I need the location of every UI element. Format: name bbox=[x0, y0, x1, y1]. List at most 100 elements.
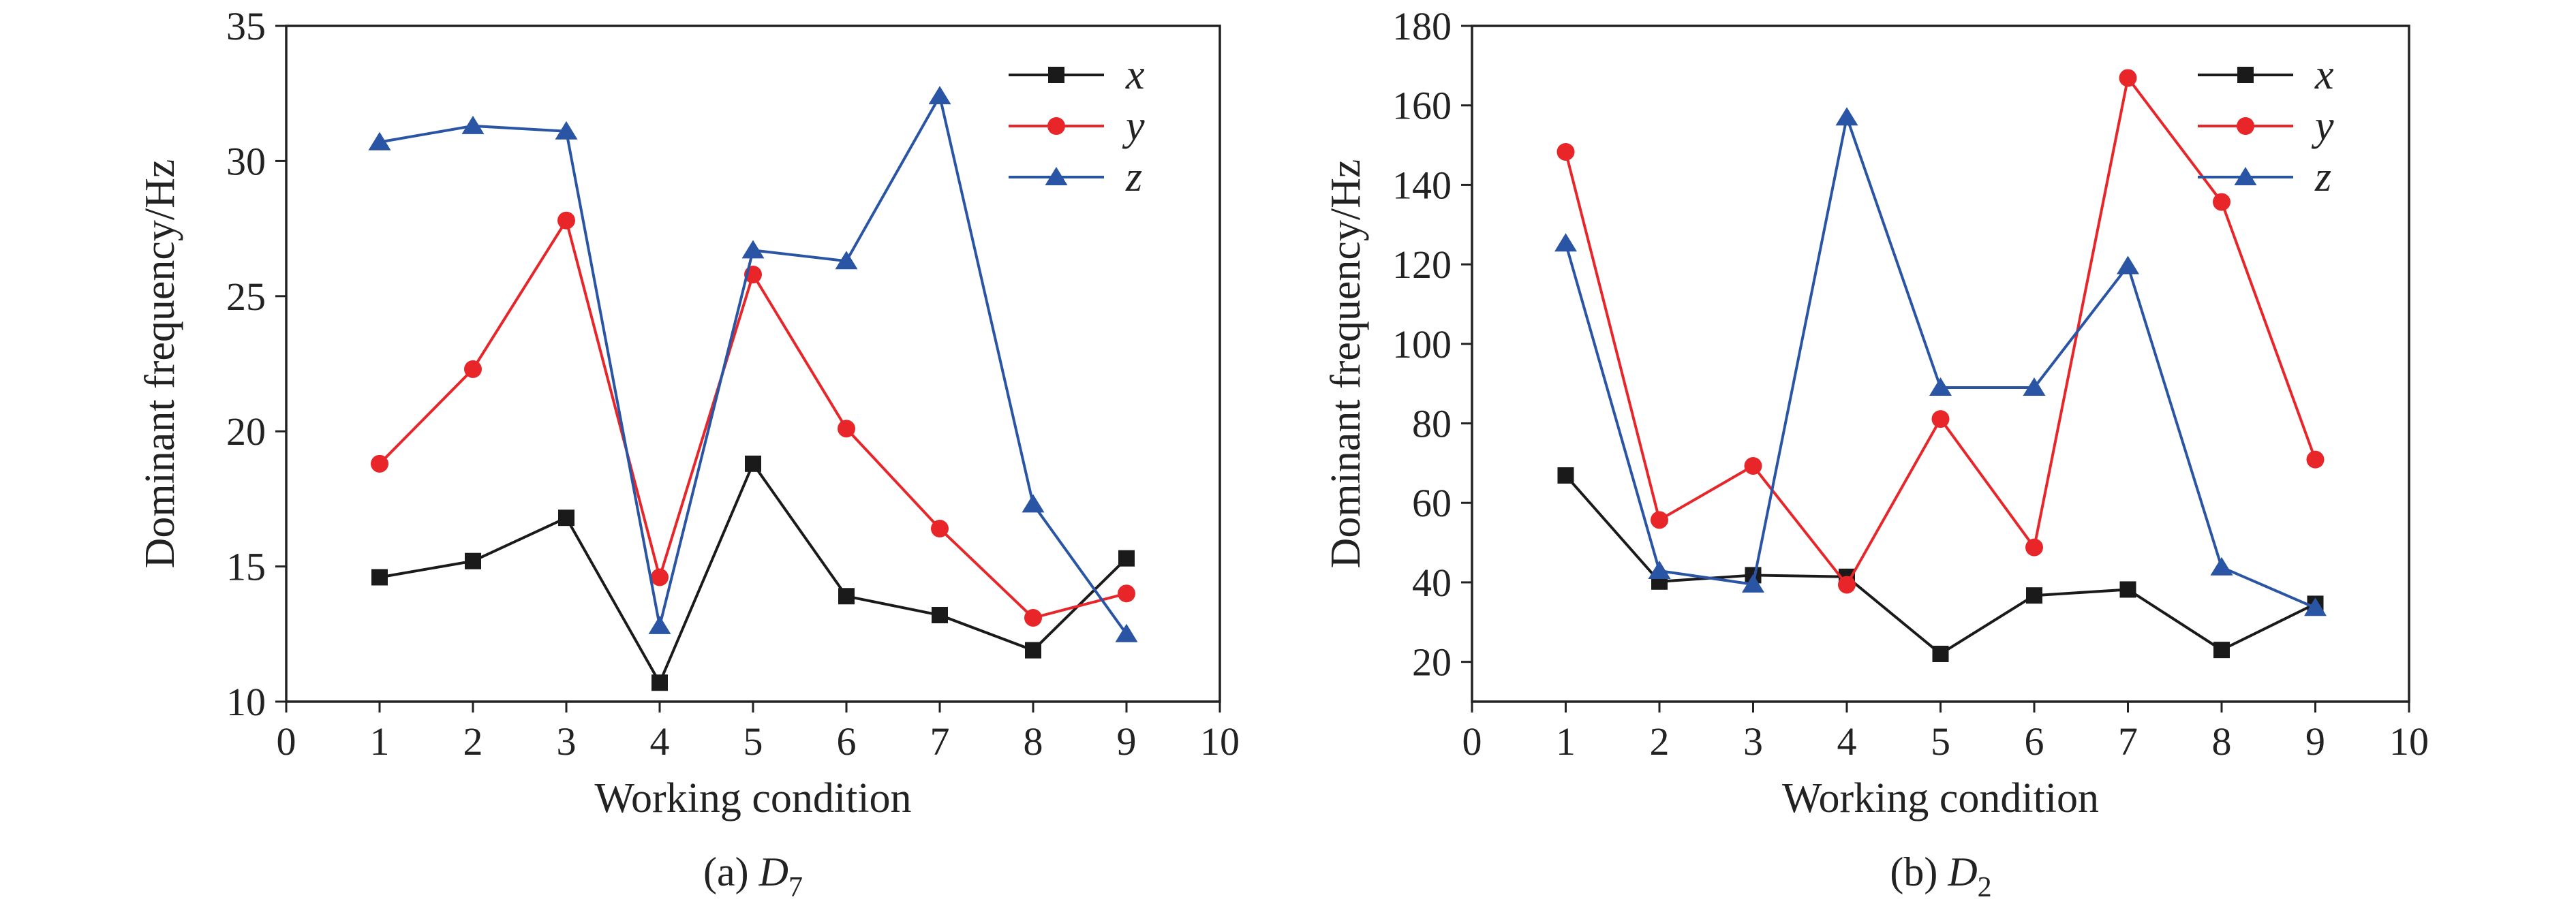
data-point-y bbox=[371, 454, 388, 473]
caption-prefix: (a) bbox=[703, 849, 759, 894]
data-point-x bbox=[2026, 587, 2042, 604]
data-point-y bbox=[838, 420, 855, 438]
data-point-y bbox=[2306, 450, 2325, 469]
y-tick-label: 60 bbox=[1412, 481, 1452, 525]
legend-marker-z bbox=[1045, 167, 1068, 185]
data-point-y bbox=[1838, 576, 1856, 594]
caption-subscript: 7 bbox=[788, 872, 803, 903]
legend-marker-x bbox=[2237, 67, 2254, 83]
data-point-y bbox=[1931, 410, 1950, 428]
x-tick-label: 10 bbox=[2389, 719, 2429, 764]
data-point-z bbox=[1648, 561, 1671, 580]
series-line-x bbox=[1565, 474, 2316, 655]
data-point-z bbox=[368, 131, 391, 151]
data-point-z bbox=[555, 121, 578, 140]
y-tick-label: 80 bbox=[1412, 402, 1452, 446]
y-tick-label: 35 bbox=[226, 4, 266, 48]
x-tick-label: 1 bbox=[1556, 719, 1576, 764]
x-tick-label: 0 bbox=[277, 719, 296, 764]
data-point-y bbox=[2119, 69, 2137, 87]
data-point-z bbox=[2304, 597, 2327, 616]
y-tick-label: 180 bbox=[1392, 4, 1452, 48]
x-tick-label: 8 bbox=[1024, 719, 1043, 764]
legend-marker-z bbox=[2234, 167, 2257, 185]
data-point-y bbox=[651, 568, 669, 586]
legend: xyz bbox=[2198, 52, 2334, 200]
data-point-x bbox=[1025, 642, 1041, 659]
data-point-z bbox=[2210, 557, 2233, 576]
x-tick-label: 3 bbox=[1743, 719, 1763, 764]
data-point-z bbox=[1554, 233, 1577, 252]
y-tick-label: 40 bbox=[1412, 561, 1452, 605]
caption-subscript: 2 bbox=[1978, 872, 1992, 903]
data-point-x bbox=[371, 569, 388, 586]
data-point-y bbox=[1118, 584, 1135, 603]
data-point-x bbox=[465, 552, 481, 569]
x-axis-title: Working condition bbox=[1782, 775, 2099, 821]
y-axis-title: Dominant frequency/Hz bbox=[1323, 159, 1369, 569]
data-point-z bbox=[928, 86, 951, 105]
y-tick-label: 25 bbox=[226, 275, 266, 319]
x-tick-label: 7 bbox=[2118, 719, 2138, 764]
x-tick-label: 2 bbox=[1650, 719, 1670, 764]
x-tick-label: 6 bbox=[2025, 719, 2044, 764]
x-tick-label: 8 bbox=[2212, 719, 2232, 764]
data-point-x bbox=[558, 510, 574, 527]
data-point-z bbox=[1022, 494, 1045, 513]
data-point-y bbox=[2025, 538, 2043, 557]
legend-label-z: z bbox=[2314, 154, 2331, 200]
data-point-x bbox=[1932, 645, 1949, 662]
y-tick-label: 20 bbox=[226, 409, 266, 454]
data-point-x bbox=[2213, 642, 2230, 659]
x-tick-label: 9 bbox=[2305, 719, 2325, 764]
data-point-z bbox=[835, 251, 858, 270]
y-tick-label: 30 bbox=[226, 139, 266, 183]
data-point-z bbox=[461, 115, 485, 134]
panel-caption: (b) D2 bbox=[1890, 849, 1991, 903]
data-point-z bbox=[1835, 107, 1858, 126]
data-point-y bbox=[1557, 142, 1575, 161]
series-line-x bbox=[379, 462, 1128, 685]
y-tick-label: 20 bbox=[1412, 640, 1452, 685]
data-point-z bbox=[1742, 574, 1764, 593]
data-point-y bbox=[1024, 608, 1042, 627]
data-point-y bbox=[1744, 456, 1762, 475]
caption-prefix: (b) bbox=[1890, 849, 1948, 894]
legend-marker-x bbox=[1048, 67, 1064, 83]
x-tick-label: 3 bbox=[557, 719, 577, 764]
legend-label-x: x bbox=[2314, 52, 2334, 98]
legend-label-z: z bbox=[1125, 154, 1142, 200]
data-point-z bbox=[741, 240, 765, 259]
x-tick-label: 4 bbox=[1837, 719, 1857, 764]
data-point-z bbox=[1115, 623, 1138, 642]
panel-caption: (a) D7 bbox=[703, 849, 803, 903]
data-point-z bbox=[2117, 255, 2139, 275]
x-tick-label: 9 bbox=[1117, 719, 1137, 764]
data-point-z bbox=[2023, 377, 2046, 396]
data-point-y bbox=[1651, 511, 1668, 529]
legend-label-x: x bbox=[1125, 52, 1145, 98]
data-point-y bbox=[2213, 193, 2230, 211]
legend-marker-y bbox=[2237, 117, 2254, 135]
x-tick-label: 2 bbox=[463, 719, 483, 764]
data-point-y bbox=[557, 211, 575, 230]
legend-label-y: y bbox=[2311, 103, 2334, 149]
x-tick-label: 5 bbox=[743, 719, 763, 764]
x-tick-label: 6 bbox=[837, 719, 857, 764]
y-tick-label: 15 bbox=[226, 545, 266, 589]
data-point-y bbox=[931, 520, 949, 538]
y-tick-label: 120 bbox=[1392, 242, 1452, 287]
data-point-y bbox=[464, 360, 482, 378]
data-point-z bbox=[1929, 377, 1952, 396]
x-tick-label: 10 bbox=[1200, 719, 1240, 764]
data-point-x bbox=[651, 674, 668, 691]
series-line-z bbox=[1564, 116, 2316, 610]
legend-label-y: y bbox=[1122, 103, 1145, 149]
x-tick-label: 5 bbox=[1931, 719, 1950, 764]
x-tick-label: 7 bbox=[930, 719, 950, 764]
y-tick-label: 100 bbox=[1392, 322, 1452, 366]
data-point-x bbox=[838, 588, 855, 605]
data-point-x bbox=[1118, 550, 1135, 567]
